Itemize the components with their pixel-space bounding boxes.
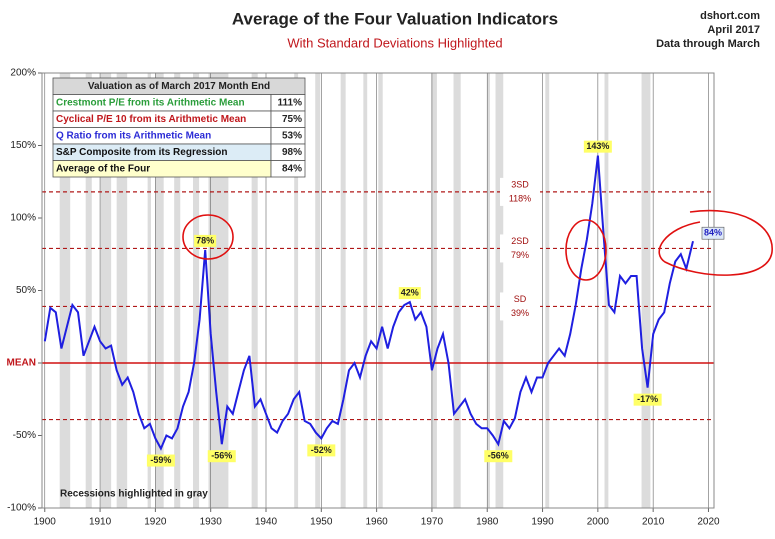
hand-drawn-circles [182, 209, 773, 281]
table-row-name: S&P Composite from its Regression [56, 147, 228, 158]
annotation: -59% [150, 455, 171, 465]
x-tick-label: 2000 [587, 517, 610, 528]
recession-band [116, 73, 128, 508]
annotation: -56% [488, 451, 509, 461]
x-tick-label: 1950 [310, 517, 333, 528]
sd-name: 2SD [511, 236, 529, 246]
sd-label-bg [500, 177, 540, 206]
x-tick-label: 1940 [255, 517, 278, 528]
annotation-bg [633, 393, 662, 406]
chart-subtitle: With Standard Deviations Highlighted [287, 35, 502, 50]
x-tick-label: 1930 [200, 517, 223, 528]
recession-band [147, 73, 151, 508]
table-row-value: 111% [278, 97, 303, 108]
table-row-name: Crestmont P/E from its Arithmetic Mean [56, 97, 245, 108]
source: Data through March [656, 38, 760, 50]
annotation: 42% [401, 287, 419, 297]
annotation: 143% [586, 141, 609, 151]
recession-band [208, 73, 229, 508]
annotation: 84% [704, 228, 722, 238]
sd-value: 79% [511, 250, 529, 260]
annotation: -56% [211, 451, 232, 461]
chart-title: Average of the Four Valuation Indicators [232, 9, 558, 28]
valuation-line [43, 155, 694, 451]
recession-band [604, 73, 609, 508]
source: April 2017 [707, 24, 760, 36]
x-tick-label: 1960 [365, 517, 388, 528]
y-tick-label: 200% [10, 68, 36, 79]
annotation-bg [398, 287, 421, 300]
annotation: -52% [311, 445, 332, 455]
recession-band [251, 73, 258, 508]
annotation-bg [583, 140, 612, 153]
y-tick-label: -50% [13, 430, 36, 441]
recession-band [85, 73, 92, 508]
table-row-name: Cyclical P/E 10 from its Arithmetic Mean [56, 114, 246, 125]
recession-band [363, 73, 368, 508]
source: dshort.com [700, 10, 760, 22]
y-tick-label: 50% [16, 285, 36, 296]
recession-band [192, 73, 200, 508]
sd-name: 3SD [511, 179, 529, 189]
x-tick-label: 1990 [531, 517, 554, 528]
table-row-value: 75% [282, 114, 302, 125]
table-row-value: 84% [282, 163, 302, 174]
sd-name: SD [514, 294, 527, 304]
recession-band [495, 73, 504, 508]
recession-band [155, 73, 164, 508]
table-row-name: Q Ratio from its Arithmetic Mean [56, 130, 211, 141]
recession-band [174, 73, 181, 508]
recession-band [100, 73, 112, 508]
recession-band [340, 73, 346, 508]
sd-value: 39% [511, 308, 529, 318]
table-title: Valuation as of March 2017 Month End [88, 81, 270, 92]
annotation-bg [307, 444, 336, 457]
annotation-bg [194, 234, 217, 247]
recession-band [545, 73, 550, 508]
recession-band [431, 73, 437, 508]
x-tick-label: 2010 [642, 517, 665, 528]
sd-label-bg [500, 234, 540, 263]
table-row-name: Average of the Four [56, 163, 150, 174]
sd-value: 118% [509, 193, 531, 203]
annotation-bg [701, 226, 725, 240]
table-row-value: 98% [282, 147, 302, 158]
x-tick-label: 1910 [89, 517, 112, 528]
circle [565, 219, 607, 281]
annotation-bg [207, 450, 236, 463]
annotation-bg [484, 450, 513, 463]
recession-band [487, 73, 490, 508]
annotation-bg [146, 454, 175, 467]
note: Recessions highlighted in gray [60, 489, 208, 500]
recession-band [641, 73, 651, 508]
y-tick-label: -100% [7, 503, 36, 514]
annotation: -17% [637, 394, 658, 404]
x-tick-label: 1980 [476, 517, 499, 528]
circle [658, 209, 773, 276]
table-row-value: 53% [282, 130, 302, 141]
x-tick-label: 1970 [421, 517, 444, 528]
recession-band [378, 73, 383, 508]
y-tick-label: 100% [10, 213, 36, 224]
sd-label-bg [500, 292, 540, 321]
y-tick-label: 150% [10, 140, 36, 151]
plot-frame [41, 72, 715, 509]
y-tick-label: MEAN [7, 358, 36, 369]
table-cell-bg [270, 160, 306, 178]
annotation: 78% [196, 235, 214, 245]
x-tick-label: 1900 [34, 517, 57, 528]
recession-band [59, 73, 71, 508]
recession-band [315, 73, 321, 508]
x-tick-label: 1920 [144, 517, 167, 528]
x-tick-label: 2020 [697, 517, 720, 528]
recession-band [294, 73, 299, 508]
circle [182, 214, 234, 260]
recession-band [453, 73, 461, 508]
